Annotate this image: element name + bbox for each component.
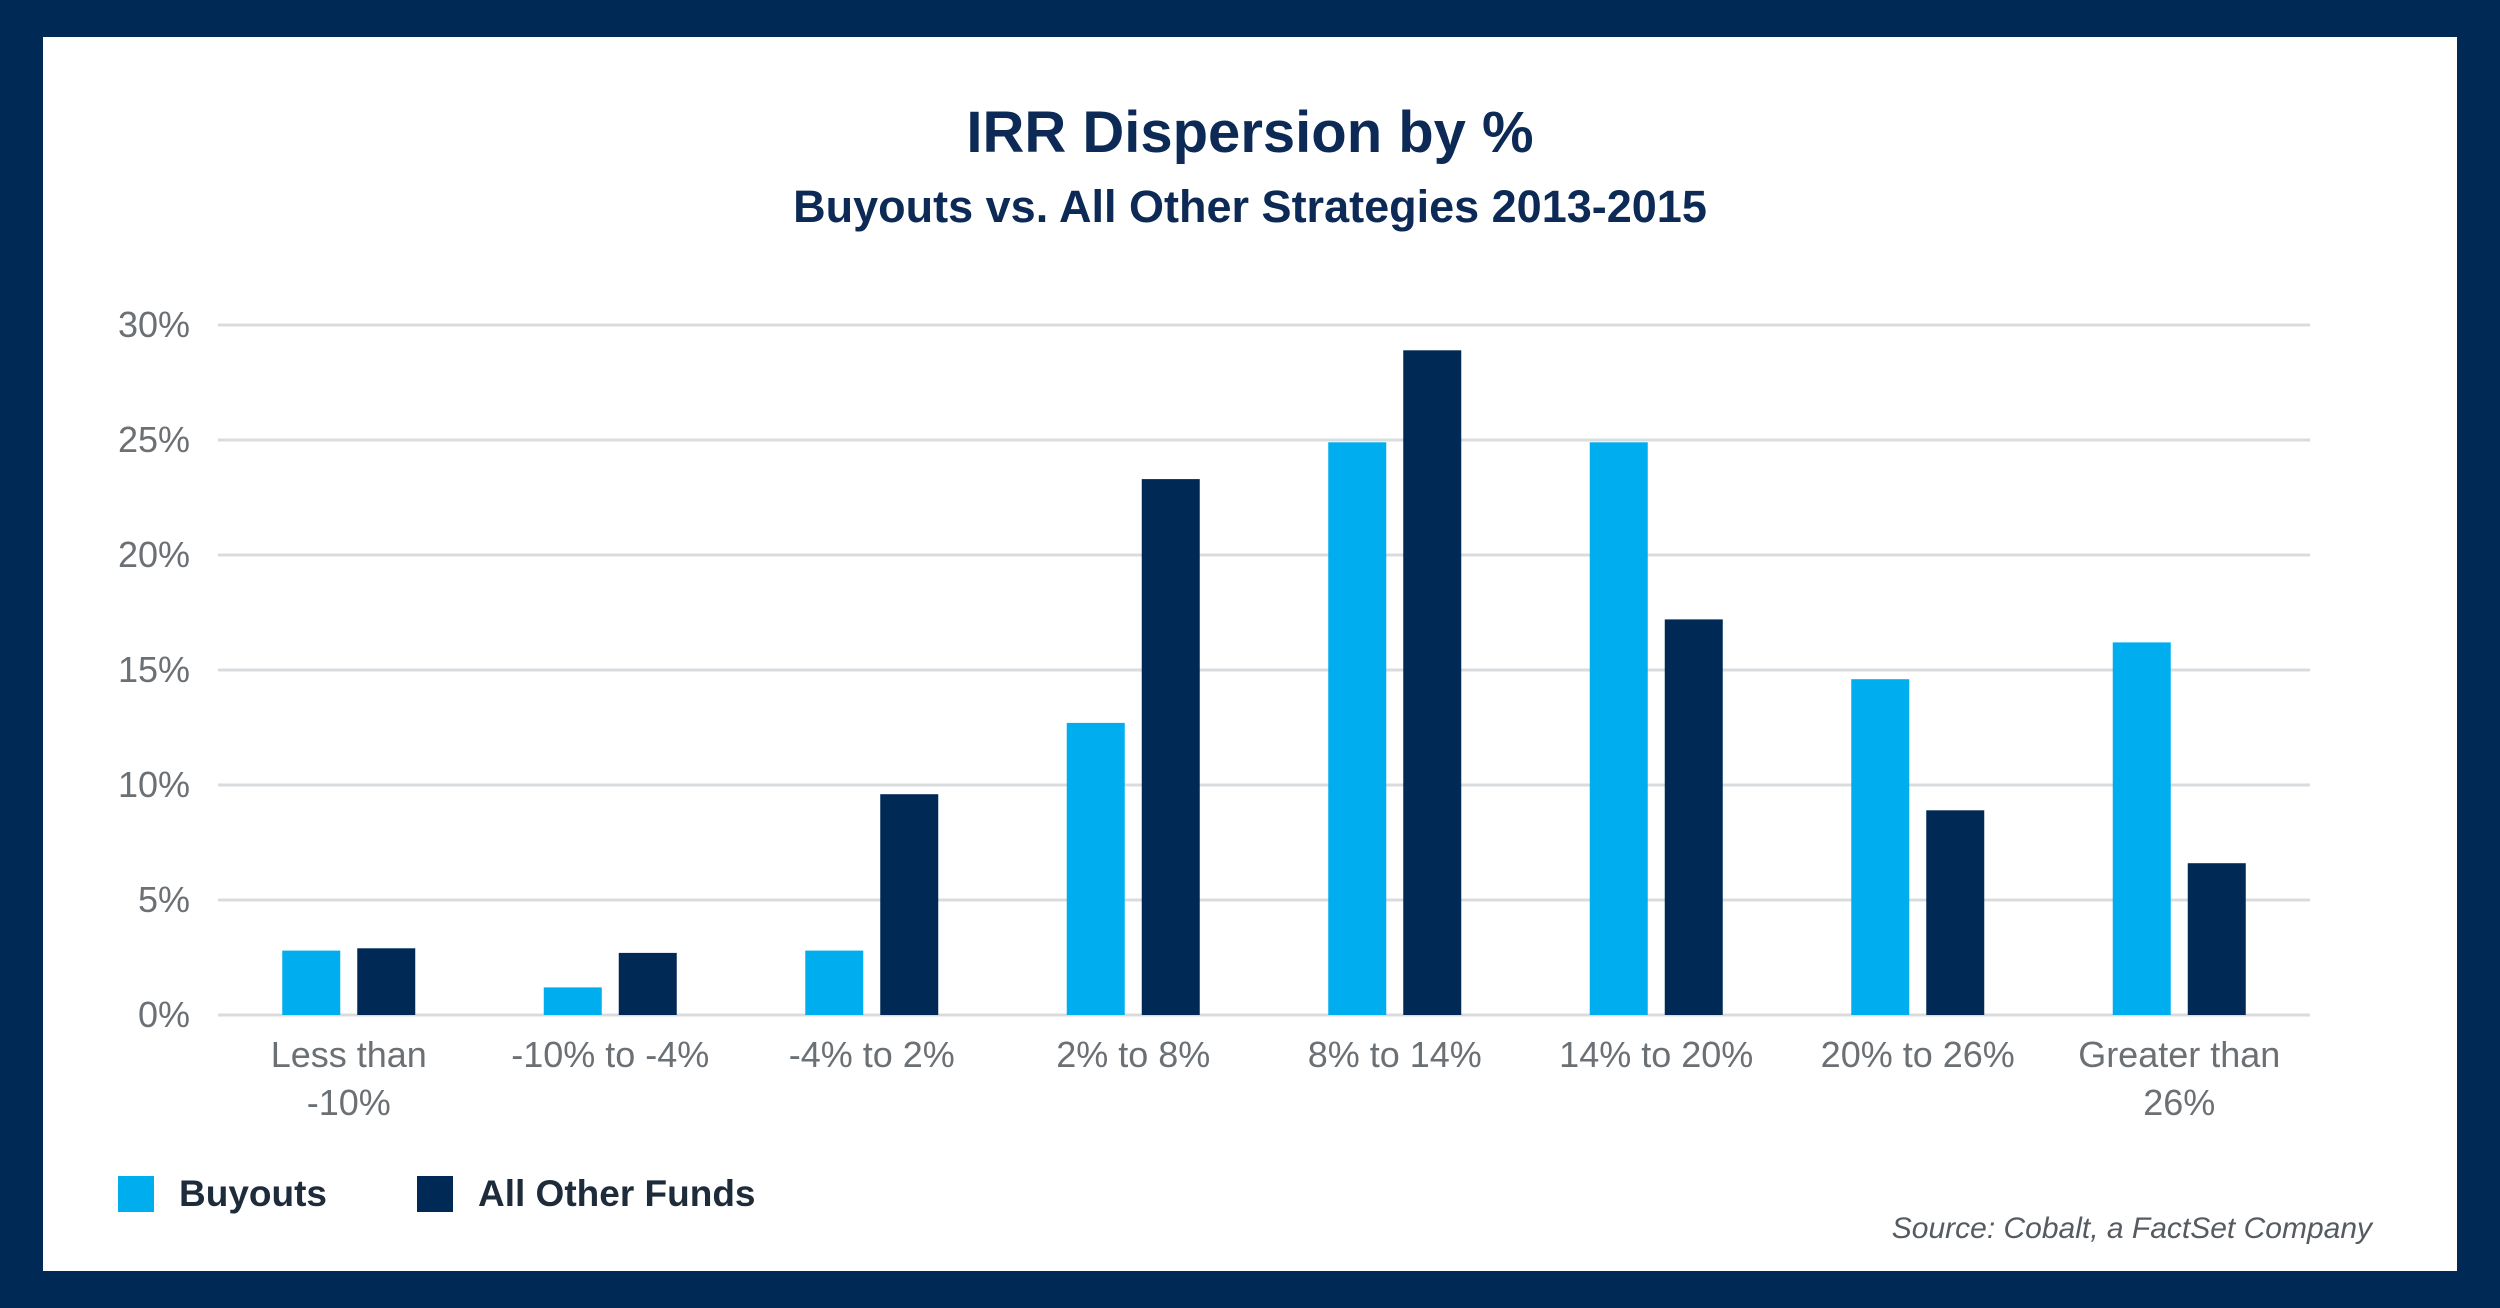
x-tick-label: 14% to 20%	[1559, 1034, 1753, 1075]
bar-buyouts	[805, 950, 864, 1015]
y-tick-label: 10%	[118, 764, 190, 805]
x-tick-label: Greater than 26%	[2078, 1034, 2280, 1123]
bar-chart: 0% 5% 10% 15% 20% 25% 30% Less than -10% -10% to…	[118, 304, 2310, 1123]
bar-all-other-funds	[357, 948, 416, 1015]
x-tick-label: 20% to 26%	[1821, 1034, 2015, 1075]
y-tick-label: 5%	[138, 879, 190, 920]
bar-buyouts	[1589, 442, 1648, 1015]
y-tick-label: 25%	[118, 419, 190, 460]
bar-all-other-funds	[2187, 863, 2246, 1015]
legend-item-all-other-funds: All Other Funds	[417, 1173, 756, 1215]
bar-all-other-funds	[880, 794, 939, 1015]
legend-item-buyouts: Buyouts	[118, 1173, 327, 1215]
y-tick-label: 0%	[138, 994, 190, 1035]
x-tick-label: -4% to 2%	[789, 1034, 955, 1075]
legend-swatch-all-other-funds	[417, 1176, 453, 1212]
source-note: Source: Cobalt, a FactSet Company	[1891, 1212, 2372, 1245]
bar-all-other-funds	[1403, 350, 1462, 1015]
y-tick-label: 15%	[118, 649, 190, 690]
x-tick-label: -10% to -4%	[511, 1034, 709, 1075]
bar-buyouts	[282, 950, 341, 1015]
x-tick-label: 8% to 14%	[1308, 1034, 1482, 1075]
x-tick-label: Less than -10%	[271, 1034, 427, 1123]
legend-label-buyouts: Buyouts	[179, 1173, 327, 1214]
legend: Buyouts All Other Funds	[118, 1173, 846, 1215]
bar-all-other-funds	[618, 952, 677, 1015]
chart-frame: IRR Dispersion by % Buyouts vs. All Othe…	[43, 37, 2457, 1271]
chart-subtitle: Buyouts vs. All Other Strategies 2013-20…	[793, 181, 1707, 232]
x-tick-label: 2% to 8%	[1056, 1034, 1210, 1075]
bar-all-other-funds	[1141, 479, 1200, 1016]
legend-label-all-other-funds: All Other Funds	[478, 1173, 756, 1214]
bar-all-other-funds	[1926, 810, 1985, 1015]
legend-swatch-buyouts	[118, 1176, 154, 1212]
bar-buyouts	[1851, 679, 1910, 1015]
chart-title: IRR Dispersion by %	[966, 100, 1534, 165]
bar-buyouts	[2112, 642, 2171, 1015]
bar-buyouts	[1066, 722, 1125, 1015]
y-tick-label: 30%	[118, 304, 190, 345]
y-tick-label: 20%	[118, 534, 190, 575]
bar-buyouts	[1328, 442, 1387, 1015]
bar-all-other-funds	[1664, 619, 1723, 1015]
bar-buyouts	[543, 987, 602, 1015]
